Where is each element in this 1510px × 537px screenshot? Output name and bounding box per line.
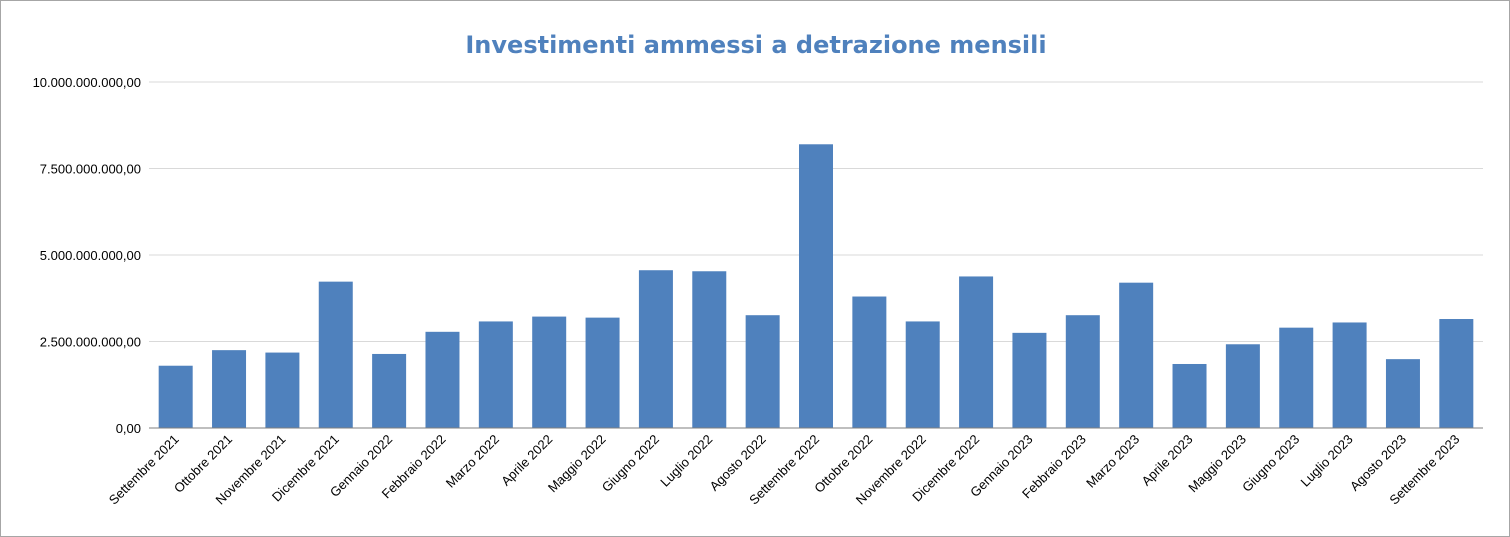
x-tick-label: Luglio 2022 <box>657 432 715 490</box>
y-tick-label: 0,00 <box>116 421 141 436</box>
bar <box>1012 332 1047 428</box>
y-tick-label: 10.000.000.000,00 <box>33 75 141 90</box>
chart-title: Investimenti ammessi a detrazione mensil… <box>465 31 1046 59</box>
x-tick-label: Giugno 2023 <box>1239 432 1302 495</box>
x-tick-label: Giugno 2022 <box>599 432 662 495</box>
bar <box>158 365 193 428</box>
x-tick-label: Luglio 2023 <box>1298 432 1356 490</box>
bar <box>1172 363 1207 428</box>
bar <box>905 321 940 428</box>
bar <box>425 331 460 428</box>
x-tick-label: Marzo 2022 <box>443 432 502 491</box>
bar <box>478 321 513 428</box>
bar <box>265 352 300 428</box>
bar <box>1439 319 1474 428</box>
x-tick-label: Marzo 2023 <box>1083 432 1142 491</box>
y-tick-label: 5.000.000.000,00 <box>40 248 141 263</box>
bar <box>959 276 994 428</box>
x-tick-label: Aprile 2022 <box>498 432 555 489</box>
bar <box>638 270 673 428</box>
bar <box>372 353 407 428</box>
x-tick-label: Settembre 2021 <box>106 432 182 508</box>
bar <box>1385 359 1420 428</box>
bar <box>1065 315 1100 428</box>
bar <box>1119 282 1154 428</box>
bar <box>318 281 353 428</box>
bar <box>1225 344 1260 428</box>
bar <box>745 315 780 428</box>
bar <box>212 350 247 428</box>
x-tick-label: Aprile 2023 <box>1139 432 1196 489</box>
bar <box>532 316 567 428</box>
bar <box>852 296 887 428</box>
bar <box>1279 327 1314 428</box>
bar <box>799 144 833 428</box>
y-axis-tick-labels: 0,00 2.500.000.000,00 5.000.000.000,00 7.50… <box>33 75 141 436</box>
bar <box>585 317 620 428</box>
y-tick-label: 2.500.000.000,00 <box>40 335 141 350</box>
bar <box>1332 322 1367 428</box>
y-tick-label: 7.500.000.000,00 <box>40 162 141 177</box>
bar <box>692 271 727 428</box>
bars <box>158 144 1474 428</box>
